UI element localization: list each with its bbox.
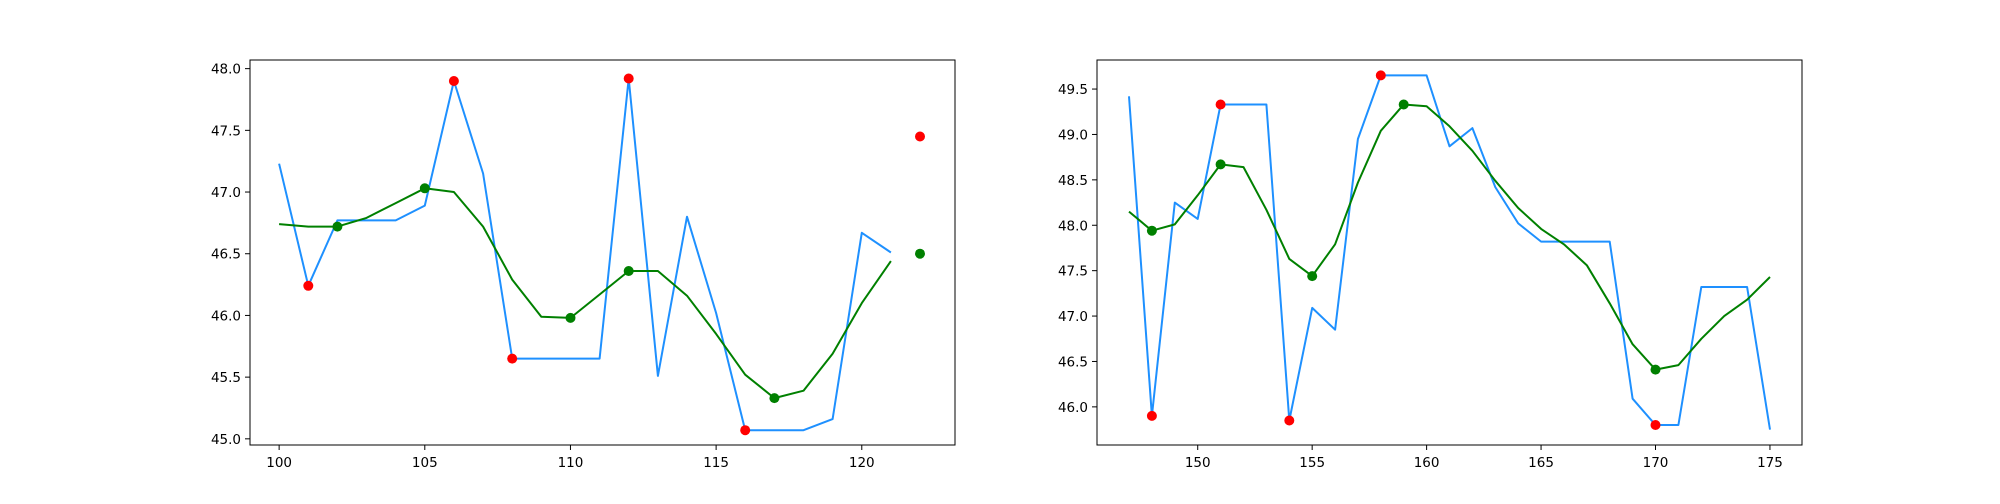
- plot-area: [250, 60, 955, 445]
- x-tick-label: 165: [1528, 455, 1554, 471]
- scatter-point-4-6: [915, 248, 925, 259]
- series-line-1: [278, 77, 892, 432]
- scatter-point-3-2: [1215, 99, 1226, 110]
- y-tick-label: 46.5: [1058, 354, 1088, 370]
- y-tick-label: 47.5: [211, 123, 241, 139]
- x-tick-label: 105: [412, 455, 438, 471]
- x-tick-label: 115: [703, 455, 729, 471]
- scatter-point-4-5: [769, 393, 780, 404]
- y-tick-label: 49.5: [1058, 82, 1088, 98]
- scatter-point-4-5: [1650, 364, 1661, 375]
- y-tick-label: 45.5: [211, 370, 241, 386]
- y-tick-label: 49.0: [1058, 127, 1088, 143]
- y-tick-label: 47.0: [1058, 309, 1088, 325]
- y-tick-label: 46.5: [211, 247, 241, 263]
- x-tick-label: 110: [558, 455, 584, 471]
- x-tick-label: 155: [1299, 455, 1325, 471]
- x-tick-label: 160: [1414, 455, 1440, 471]
- chart-1: 100 105 110 115 120 45.0 45.5 46.0 46.5 47.0 47.5 4…: [211, 59, 956, 471]
- scatter-point-3-4: [1375, 70, 1386, 81]
- scatter-point-4-3: [565, 312, 576, 323]
- axes-frame: [1096, 59, 1803, 446]
- scatter-point-3-6: [915, 131, 925, 142]
- scatter-point-3-1: [303, 280, 314, 291]
- scatter-point-3-3: [507, 353, 518, 364]
- x-tick-label: 175: [1757, 455, 1783, 471]
- axes-frame: [249, 59, 956, 446]
- x-tick-label: 100: [266, 455, 292, 471]
- scatter-point-3-2: [448, 76, 459, 86]
- scatter-point-4-4: [1398, 99, 1409, 110]
- x-tick-label: 170: [1643, 455, 1669, 471]
- plot-area: [1097, 60, 1802, 445]
- scatter-point-4-2: [1215, 159, 1226, 170]
- y-tick-label: 46.0: [1058, 400, 1088, 416]
- y-tick-label: 48.0: [211, 62, 241, 78]
- y-tick-label: 48.0: [1058, 218, 1088, 234]
- x-tick-label: 120: [849, 455, 875, 471]
- scatter-point-4-3: [1307, 271, 1318, 282]
- scatter-point-4-4: [623, 266, 634, 276]
- y-tick-label: 46.0: [211, 308, 241, 324]
- x-tick-label: 150: [1185, 455, 1211, 471]
- scatter-point-4-1: [332, 221, 343, 232]
- scatter-point-4-1: [1146, 225, 1157, 236]
- y-tick-label: 47.5: [1058, 264, 1088, 280]
- y-tick-label: 48.5: [1058, 173, 1088, 189]
- scatter-point-3-5: [1650, 420, 1661, 430]
- scatter-point-3-5: [740, 425, 751, 436]
- series-line-1: [1128, 74, 1771, 430]
- series-line-2: [1128, 103, 1771, 371]
- scatter-point-3-3: [1284, 415, 1295, 426]
- y-tick-label: 47.0: [211, 185, 241, 201]
- series-line-2: [279, 187, 892, 400]
- y-tick-label: 45.0: [211, 432, 241, 448]
- chart-2: 150 155 160 165 170 175 46.0 46.5 47.0 47.5 48.0 48…: [1058, 59, 1803, 471]
- scatter-point-4-2: [419, 183, 430, 194]
- scatter-point-3-4: [623, 73, 634, 84]
- scatter-point-3-1: [1146, 410, 1157, 421]
